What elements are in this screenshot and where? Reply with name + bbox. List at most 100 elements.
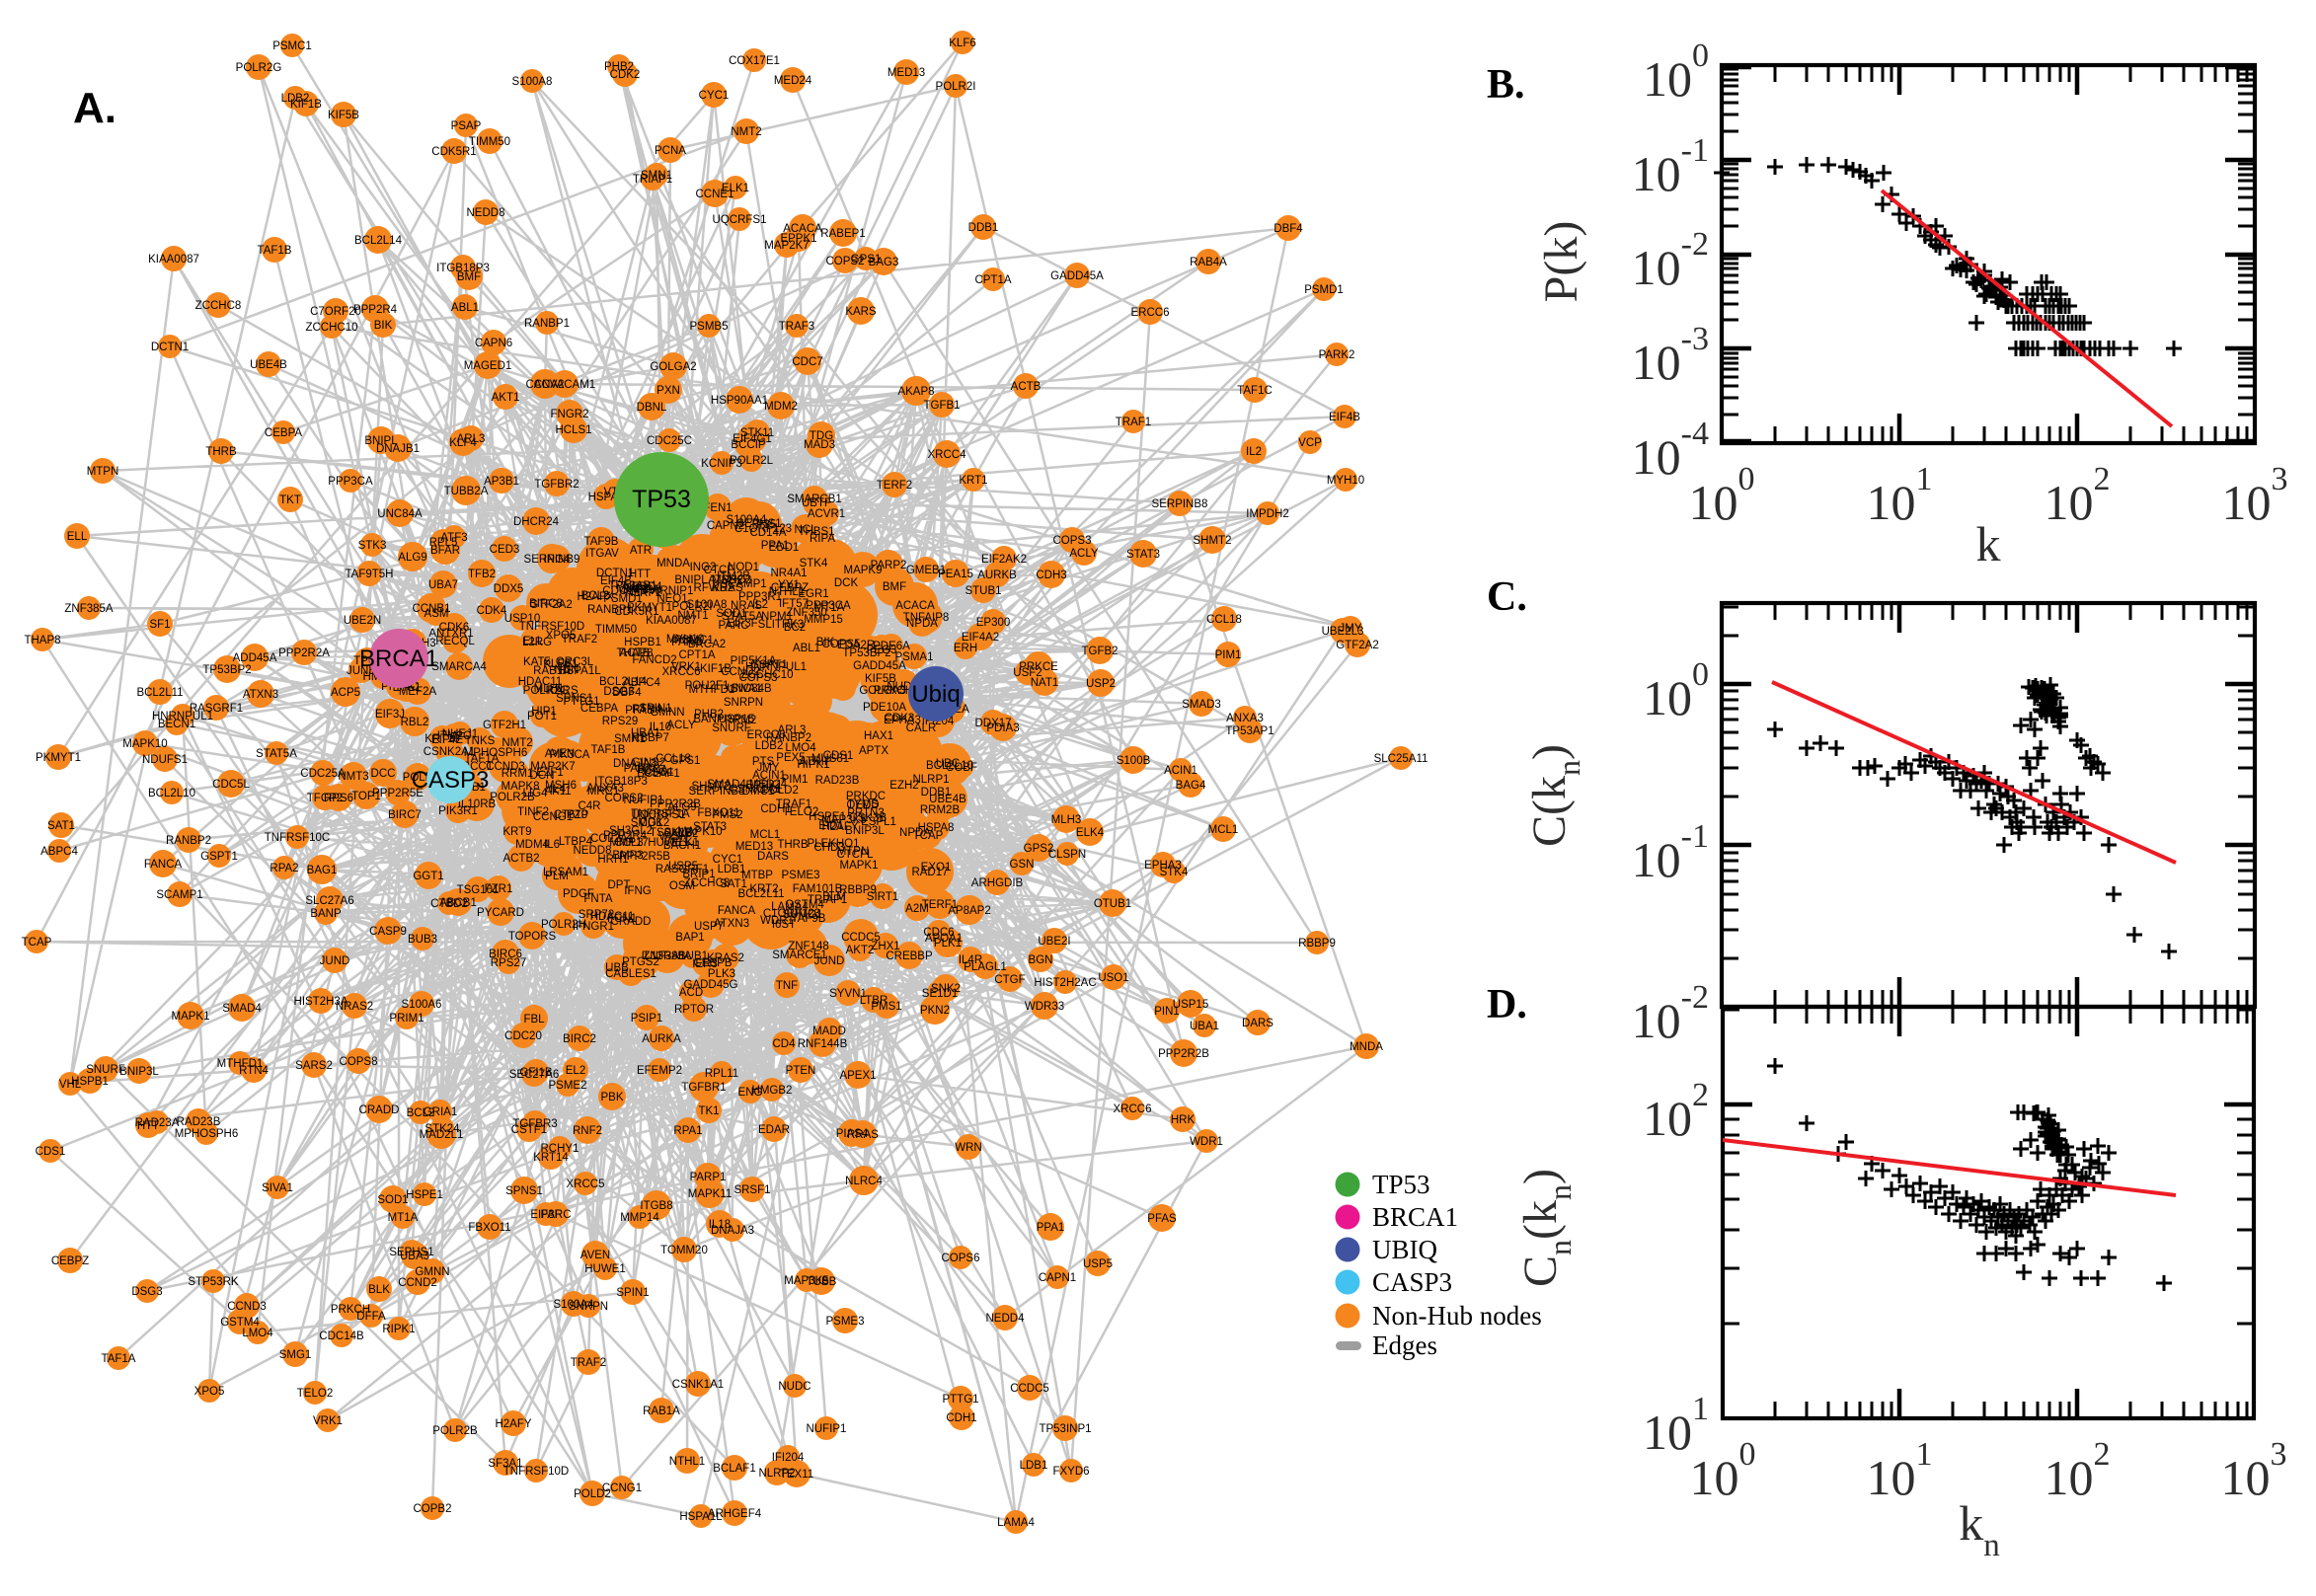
svg-text:SOD1: SOD1 [716, 608, 746, 620]
svg-text:GTF2A2: GTF2A2 [1336, 640, 1378, 651]
svg-text:A.: A. [73, 84, 116, 132]
svg-text:SPIN1: SPIN1 [616, 1287, 649, 1299]
svg-text:USP7: USP7 [694, 921, 724, 933]
svg-text:PLM: PLM [545, 871, 569, 882]
svg-text:PIM1: PIM1 [1215, 649, 1242, 661]
svg-text:BMP3: BMP3 [612, 850, 643, 862]
svg-text:DBF4: DBF4 [1274, 223, 1303, 235]
svg-text:ZCCHC8: ZCCHC8 [195, 300, 242, 312]
svg-text:TP53AP1: TP53AP1 [608, 580, 656, 592]
svg-text:MYH10: MYH10 [1327, 475, 1364, 487]
svg-text:APEX1: APEX1 [839, 1070, 876, 1082]
svg-text:USP5: USP5 [668, 861, 698, 873]
svg-text:NAT1: NAT1 [1031, 677, 1059, 689]
svg-text:TAF9B: TAF9B [792, 913, 826, 925]
svg-text:UQCRFS1: UQCRFS1 [713, 214, 767, 226]
svg-text:COPS3: COPS3 [1053, 535, 1092, 547]
svg-text:NPM1: NPM1 [761, 611, 793, 623]
svg-text:DMC1: DMC1 [742, 786, 775, 798]
svg-text:TAF1B: TAF1B [591, 744, 626, 756]
svg-text:NLRC4: NLRC4 [845, 1176, 883, 1187]
svg-text:BAG4: BAG4 [1176, 780, 1206, 792]
svg-text:CCND2: CCND2 [398, 1277, 437, 1289]
svg-text:DNAJA3: DNAJA3 [711, 1225, 754, 1237]
svg-text:OTUB1: OTUB1 [1094, 898, 1131, 910]
svg-text:RANBP2: RANBP2 [166, 835, 211, 847]
svg-text:SNRPN: SNRPN [569, 1301, 608, 1313]
svg-text:CASP3: CASP3 [1372, 1267, 1452, 1297]
svg-text:TRAF2: TRAF2 [571, 1357, 606, 1369]
svg-text:PEX5: PEX5 [776, 752, 805, 764]
svg-text:ERH: ERH [954, 643, 977, 654]
svg-text:EIF3F: EIF3F [727, 618, 757, 630]
svg-text:CDK4: CDK4 [477, 605, 507, 617]
svg-text:TRIAP1: TRIAP1 [808, 894, 847, 906]
svg-text:TAF9T5H: TAF9T5H [346, 569, 394, 580]
svg-text:CCNB1: CCNB1 [413, 603, 451, 615]
svg-text:ZNF385A: ZNF385A [64, 603, 114, 615]
svg-text:TNF: TNF [776, 980, 798, 992]
svg-text:ELK1: ELK1 [671, 837, 699, 849]
svg-text:TRAF1: TRAF1 [1116, 417, 1151, 428]
svg-text:NMT2: NMT2 [731, 126, 761, 138]
svg-text:CDC25A: CDC25A [300, 768, 346, 780]
svg-text:PSMB5: PSMB5 [690, 321, 729, 333]
svg-text:MDM4: MDM4 [515, 839, 549, 851]
svg-text:PARP1: PARP1 [690, 1172, 727, 1183]
svg-text:COPS5: COPS5 [822, 639, 861, 650]
svg-text:SMARCE1: SMARCE1 [772, 950, 827, 961]
svg-text:UBA7: UBA7 [428, 579, 458, 591]
svg-text:TNFRSF1A: TNFRSF1A [631, 808, 690, 820]
svg-text:USO1: USO1 [1098, 972, 1128, 984]
svg-text:BCL2L10: BCL2L10 [926, 760, 973, 772]
svg-text:RAD23B: RAD23B [815, 775, 860, 787]
svg-text:PMS1: PMS1 [871, 1001, 901, 1013]
svg-text:SPNS1: SPNS1 [505, 1185, 543, 1197]
svg-text:ANXA3: ANXA3 [1226, 713, 1264, 724]
svg-text:KRT14: KRT14 [533, 1152, 569, 1164]
svg-text:BCLAF1: BCLAF1 [637, 768, 679, 780]
svg-text:UBIQ: UBIQ [1372, 1235, 1437, 1264]
svg-text:NLRP2: NLRP2 [758, 1468, 795, 1480]
svg-text:STP53RK: STP53RK [188, 1276, 238, 1288]
svg-text:DDX5: DDX5 [494, 583, 524, 595]
svg-text:TAF1B: TAF1B [258, 245, 292, 257]
svg-text:C1ORF123: C1ORF123 [763, 908, 820, 920]
svg-text:DDX17: DDX17 [974, 718, 1011, 729]
svg-text:FXYD6: FXYD6 [1052, 1466, 1089, 1478]
svg-text:H2AFY: H2AFY [495, 1418, 531, 1430]
svg-text:PIP5K1A: PIP5K1A [731, 655, 777, 667]
svg-text:CRADD: CRADD [359, 1104, 400, 1116]
svg-text:UBC: UBC [936, 758, 960, 770]
svg-text:NUFIP1: NUFIP1 [807, 1423, 847, 1435]
svg-text:BCL2: BCL2 [581, 590, 610, 602]
svg-text:CYC1: CYC1 [713, 854, 743, 866]
svg-text:BUB3: BUB3 [408, 934, 437, 946]
svg-text:UBA1: UBA1 [1190, 1021, 1219, 1032]
svg-text:CDC5L: CDC5L [212, 779, 250, 791]
svg-text:CSTF1: CSTF1 [511, 1124, 547, 1136]
svg-text:PKN2: PKN2 [920, 1005, 950, 1017]
svg-text:RRM1: RRM1 [502, 768, 534, 780]
svg-text:DNAJA3: DNAJA3 [613, 758, 656, 770]
svg-text:WDR33: WDR33 [1025, 1001, 1064, 1013]
svg-text:STAT3: STAT3 [693, 821, 727, 833]
svg-text:DHCR24: DHCR24 [513, 516, 560, 528]
svg-text:XPO5: XPO5 [194, 1386, 225, 1398]
svg-text:POLR2I: POLR2I [936, 81, 976, 93]
svg-text:MNDA: MNDA [1350, 1041, 1383, 1053]
svg-text:ADD45A: ADD45A [233, 652, 277, 664]
svg-text:DDB1: DDB1 [968, 222, 999, 234]
svg-text:SERPINB8: SERPINB8 [1152, 498, 1208, 510]
svg-text:SCAMP1: SCAMP1 [156, 889, 202, 901]
svg-text:AURKB: AURKB [977, 570, 1017, 581]
svg-text:SMAD4: SMAD4 [707, 779, 746, 791]
svg-text:CSNK1A1: CSNK1A1 [730, 784, 781, 796]
svg-text:TKT: TKT [279, 494, 301, 506]
svg-text:PTTG1: PTTG1 [942, 1394, 978, 1406]
svg-text:BRCA2: BRCA2 [688, 639, 726, 650]
svg-text:PPA1: PPA1 [1037, 1222, 1065, 1234]
svg-text:MED13: MED13 [888, 67, 925, 79]
svg-text:ALG9: ALG9 [398, 552, 426, 564]
svg-text:GINS2: GINS2 [632, 757, 666, 769]
